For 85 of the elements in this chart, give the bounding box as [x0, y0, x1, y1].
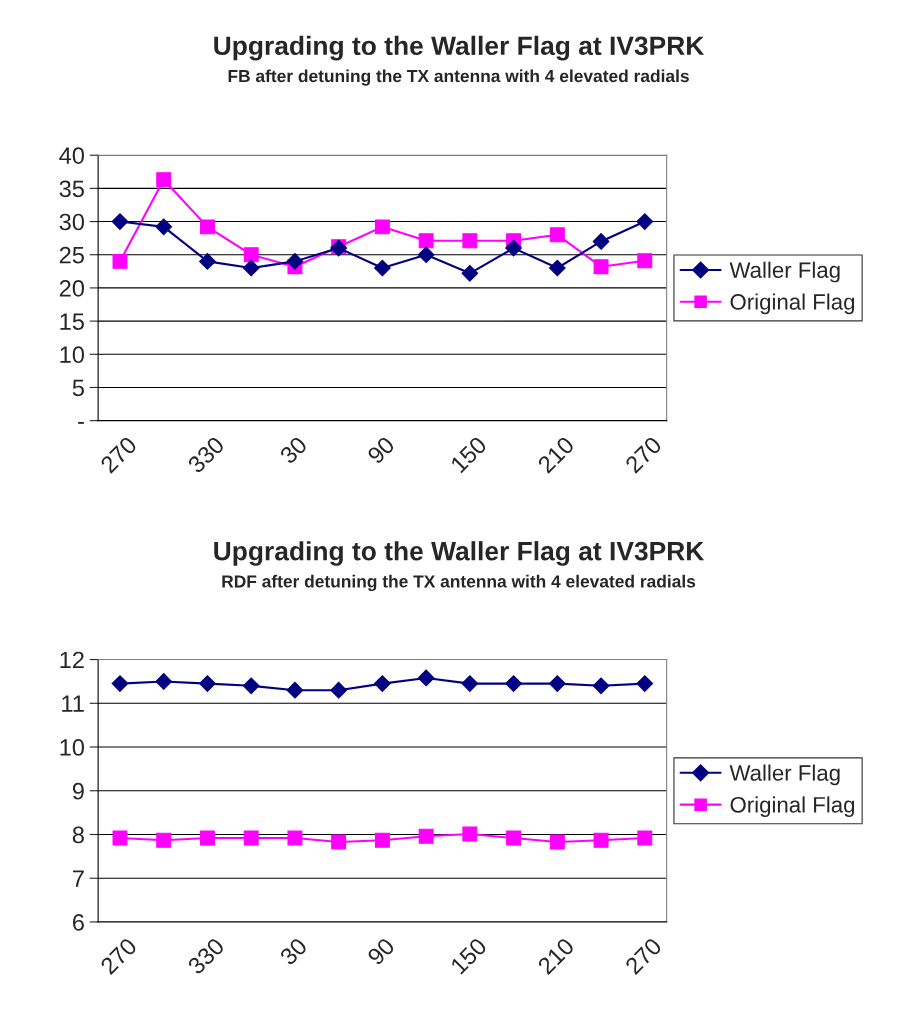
y-tick-label: 7: [73, 870, 84, 887]
y-tick-label: -: [78, 422, 84, 424]
point: [462, 233, 478, 249]
point: [417, 246, 435, 264]
point: [374, 219, 390, 235]
y-tick-label: 20: [59, 279, 84, 297]
x-tick-label: 270: [99, 936, 138, 976]
x-tick-label: 150: [449, 936, 488, 975]
point: [418, 828, 434, 844]
point: [637, 253, 653, 269]
y-tick-label: 9: [72, 782, 84, 800]
point: [111, 675, 129, 692]
y-tick-label: 5: [72, 379, 84, 397]
x-tick-label: 210: [536, 435, 576, 474]
point: [636, 213, 654, 230]
point: [505, 239, 522, 257]
x-tick-label: 330: [186, 435, 226, 475]
y-tick-label: 15: [60, 313, 84, 330]
point: [636, 675, 654, 692]
x-tick-label: 270: [624, 936, 663, 976]
point: [374, 259, 391, 277]
point: [461, 264, 479, 282]
point: [417, 669, 435, 687]
x-tick-label: 90: [366, 435, 396, 465]
y-tick-label: 25: [59, 246, 84, 264]
point: [593, 259, 609, 275]
point: [243, 830, 259, 846]
point: [287, 830, 303, 846]
chart-title: Upgrading to the Waller Flag at IV3PRK: [214, 35, 705, 61]
y-tick-label: 35: [59, 180, 84, 198]
x-tick-label: 210: [536, 936, 576, 976]
y-tick-label: 12: [60, 651, 84, 669]
point: [461, 675, 479, 692]
point: [593, 832, 609, 848]
x-tick-label: 270: [99, 435, 138, 474]
point: [156, 832, 172, 848]
point: [374, 832, 390, 848]
point: [199, 253, 216, 270]
x-tick-label: 30: [278, 936, 309, 967]
y-tick-label: 30: [59, 213, 84, 231]
legend-label: Waller Flag: [729, 261, 840, 283]
point: [331, 834, 347, 850]
chart-subtitle: RDF after detuning the TX antenna with 4 elevated radials: [222, 574, 696, 592]
point: [242, 259, 260, 277]
point: [199, 219, 215, 235]
y-tick-label: 10: [60, 346, 84, 364]
point: [505, 675, 522, 692]
point: [112, 253, 128, 269]
y-tick-label: 8: [72, 826, 84, 844]
legend-label: Original Flag: [730, 796, 855, 818]
x-tick-label: 270: [624, 435, 663, 474]
x-tick-label: 30: [278, 435, 309, 465]
point: [330, 681, 348, 699]
y-tick-label: 40: [59, 147, 84, 164]
point: [374, 675, 391, 692]
point: [549, 227, 565, 243]
legend-label: Waller Flag: [729, 764, 840, 786]
x-tick-label: 90: [366, 936, 396, 966]
point: [155, 218, 173, 236]
point: [286, 253, 304, 270]
legend-label: Original Flag: [730, 293, 855, 315]
chart-title: Upgrading to the Waller Flag at IV3PRK: [214, 541, 705, 566]
point: [243, 247, 259, 263]
point: [637, 830, 653, 846]
point: [199, 675, 216, 692]
x-tick-label: 150: [449, 435, 488, 474]
point: [592, 677, 610, 695]
point: [155, 673, 173, 690]
point: [592, 233, 610, 250]
point: [199, 830, 215, 846]
y-tick-label: 11: [62, 695, 84, 712]
point: [506, 830, 522, 846]
y-tick-label: 6: [72, 914, 84, 931]
point: [418, 233, 434, 249]
point: [462, 826, 478, 842]
point: [548, 675, 566, 692]
y-tick-label: 10: [60, 739, 84, 756]
point: [286, 681, 304, 699]
chart-subtitle: FB after detuning the TX antenna with 4 elevated radials: [228, 69, 689, 86]
point: [156, 172, 172, 188]
point: [242, 677, 260, 695]
point: [549, 834, 565, 850]
point: [111, 213, 129, 230]
point: [548, 259, 566, 277]
x-tick-label: 330: [186, 936, 226, 976]
